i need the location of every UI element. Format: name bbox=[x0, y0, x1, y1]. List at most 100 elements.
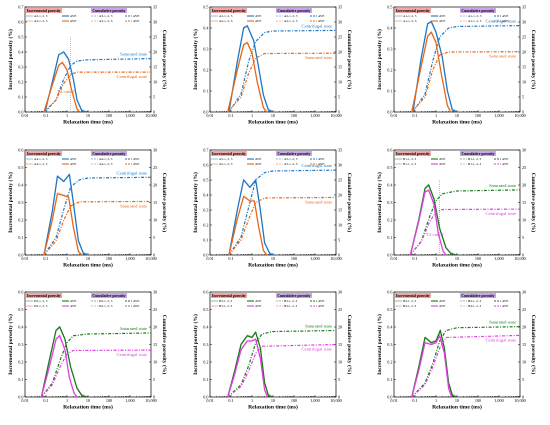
y-tick-label: 0.1 bbox=[203, 88, 208, 93]
legend-entry: AVE bbox=[70, 299, 76, 303]
y-tick-label: 0.1 bbox=[387, 235, 392, 240]
x-axis-label: Relaxation time (ms) bbox=[248, 119, 298, 126]
y2-tick-label: 5 bbox=[522, 94, 524, 99]
x-tick-label: 0.01 bbox=[21, 113, 28, 118]
legend-header-cumulative-bg bbox=[91, 8, 127, 13]
y-tick-label: 0.6 bbox=[18, 19, 23, 24]
incremental-replicate-curve-1 bbox=[410, 183, 456, 254]
y2-tick-label: 30 bbox=[522, 19, 526, 24]
y-axis-label: Incremental porosity (%) bbox=[376, 314, 383, 375]
legend-entry: AVE bbox=[70, 19, 76, 23]
legend-entry: B3-1, 2, 3 bbox=[284, 299, 298, 304]
y2-tick-label: 10 bbox=[522, 217, 526, 222]
y2-tick-label: 20 bbox=[522, 49, 526, 54]
legend-header-cumulative-bg bbox=[276, 8, 312, 13]
x-tick-label: 0.01 bbox=[21, 256, 28, 261]
y2-tick-label: 5 bbox=[153, 94, 155, 99]
legend-entry: B1-1, 2, 3 bbox=[403, 162, 417, 167]
x-tick-label: 0.1 bbox=[43, 256, 48, 261]
y-tick-label: 0.3 bbox=[203, 342, 208, 347]
legend-entry: A2-1, 2, 3 bbox=[219, 19, 233, 24]
legend-entry: AVE bbox=[255, 14, 261, 18]
y-tick-label: 0.3 bbox=[203, 46, 208, 51]
legend-header-incremental-bg bbox=[26, 8, 62, 13]
incremental-replicate-curve-1 bbox=[412, 20, 458, 111]
cumulative-curve-2 bbox=[411, 334, 521, 398]
y-tick-label: 0.2 bbox=[18, 79, 23, 84]
x-tick-label: 100 bbox=[106, 113, 112, 118]
legend-entry: D2-1, 2, 3 bbox=[99, 299, 113, 304]
chart-panel-b3: 0.01 0.1 1 10 100 1,000 10,0000.00.10.20.30.40… bbox=[192, 289, 353, 410]
legend-entry: AVE bbox=[255, 19, 261, 23]
legend-header-cumulative: Cumulative porosity bbox=[277, 294, 310, 298]
incremental-curve-2 bbox=[40, 335, 78, 398]
incremental-curve-1 bbox=[409, 184, 456, 256]
cumulative-curve-1 bbox=[40, 332, 152, 398]
y2-tick-label: 5 bbox=[153, 235, 155, 240]
x-tick-label: 1 bbox=[435, 113, 437, 118]
y-tick-label: 0.0 bbox=[18, 109, 23, 114]
legend-entry: B1-1, 2, 3 bbox=[403, 157, 417, 162]
y2-tick-label: 10 bbox=[153, 79, 157, 84]
legend-entry: AVE bbox=[255, 299, 261, 303]
y2-tick-label: 5 bbox=[338, 377, 340, 382]
legend-entry: AVE bbox=[318, 19, 324, 23]
legend-entry: AVE bbox=[255, 162, 261, 166]
x-tick-label: 10 bbox=[86, 256, 90, 261]
state-label-lower: Saturated state bbox=[305, 55, 332, 60]
x-tick-label: 10,000 bbox=[514, 256, 526, 262]
y-tick-label: 0.4 bbox=[18, 324, 24, 329]
legend-header-incremental-bg bbox=[26, 293, 62, 298]
y-axis-label: Incremental porosity (%) bbox=[192, 314, 199, 375]
y-tick-label: 0.1 bbox=[18, 377, 23, 382]
cumulative-curve-2 bbox=[409, 208, 521, 256]
y-tick-label: 0.6 bbox=[203, 289, 208, 294]
y2-tick-label: 15 bbox=[153, 64, 157, 69]
x-tick-label: 0.1 bbox=[412, 398, 417, 403]
legend-entry: AVE bbox=[318, 14, 324, 18]
x-tick-label: 0.1 bbox=[228, 113, 233, 118]
y-tick-label: 0.2 bbox=[18, 359, 23, 364]
legend-entry: AVE bbox=[318, 162, 324, 166]
x-tick-label: 1 bbox=[251, 398, 253, 403]
legend-entry: D2-1, 2, 3 bbox=[99, 304, 113, 309]
incremental-curve-2 bbox=[411, 335, 453, 398]
incremental-replicate-curve-2 bbox=[41, 334, 78, 396]
x-tick-label: 10 bbox=[455, 256, 459, 261]
legend-header-incremental: Incremental porosity bbox=[212, 294, 246, 298]
x-tick-label: 0.01 bbox=[21, 398, 28, 403]
chart-panel-a2: 0.01 0.1 1 10 100 1,000 10,0000.00.10.20.30.40… bbox=[192, 4, 353, 125]
state-label-upper: Centrifugal state bbox=[486, 19, 517, 24]
x-tick-label: 100 bbox=[475, 398, 481, 403]
y2-axis-label: Cumulative porosity (%) bbox=[161, 315, 168, 375]
x-tick-label: 10,000 bbox=[145, 113, 157, 119]
y2-tick-label: 0 bbox=[338, 394, 340, 399]
cumulative-curve-2 bbox=[40, 349, 152, 398]
y2-tick-label: 15 bbox=[153, 342, 157, 347]
y-axis-label: Incremental porosity (%) bbox=[376, 29, 383, 90]
y2-axis-label: Cumulative porosity (%) bbox=[346, 173, 353, 233]
y2-tick-label: 30 bbox=[338, 19, 342, 24]
legend-entry: AVE bbox=[439, 19, 445, 23]
legend-entry: A5-1, 2, 3 bbox=[219, 162, 233, 167]
chart-panel-a5: 0.01 0.1 1 10 100 1,000 10,0000.00.10.20.30.40… bbox=[192, 147, 353, 268]
legend-header-cumulative: Cumulative porosity bbox=[92, 152, 125, 156]
cumulative-curve-1 bbox=[227, 329, 337, 398]
y2-tick-label: 35 bbox=[338, 4, 342, 9]
y-tick-label: 0.5 bbox=[387, 307, 392, 312]
legend-entry: AVE bbox=[439, 14, 445, 18]
x-tick-label: 1,000 bbox=[310, 113, 319, 119]
legend-entry: AVE bbox=[502, 157, 508, 161]
legend-entry: A5-1, 2, 3 bbox=[284, 162, 298, 167]
x-tick-label: 100 bbox=[291, 256, 297, 261]
y2-tick-label: 0 bbox=[153, 109, 155, 114]
incremental-replicate-curve-1 bbox=[43, 172, 89, 254]
y-tick-label: 0.3 bbox=[387, 200, 392, 205]
legend-header-incremental-bg bbox=[211, 151, 247, 156]
cumulative-curve-1 bbox=[412, 25, 521, 113]
t2-cutoff-label: T2 cutoff bbox=[57, 89, 75, 94]
incremental-curve-2 bbox=[43, 193, 83, 256]
incremental-curve-1 bbox=[411, 329, 457, 398]
chart-panel-a4: 0.01 0.1 1 10 100 1,000 10,0000.00.10.20.30.40… bbox=[7, 147, 168, 268]
